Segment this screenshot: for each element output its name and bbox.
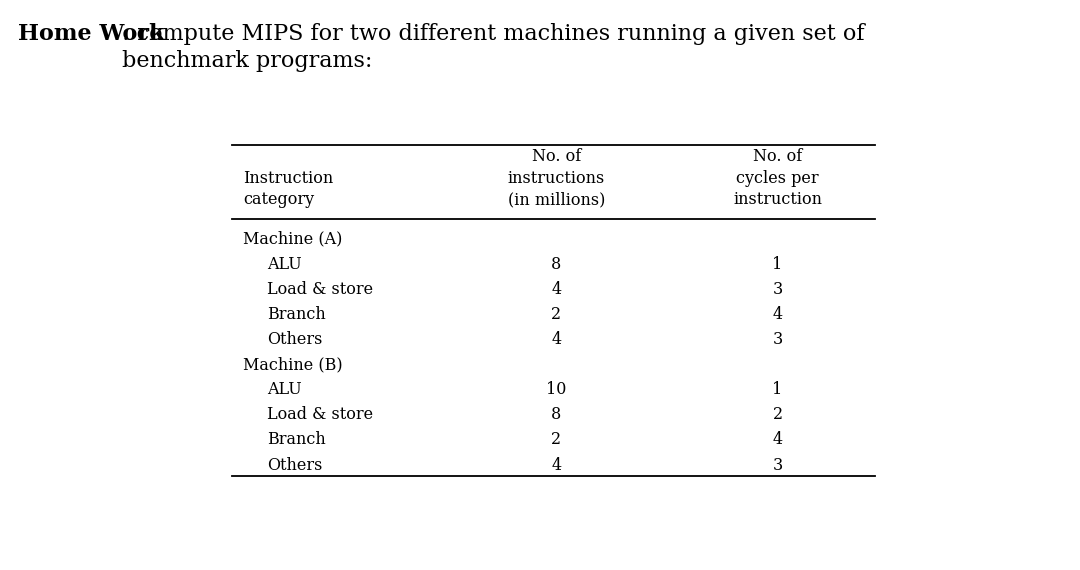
Text: 4: 4	[551, 331, 562, 348]
Text: 8: 8	[551, 406, 562, 424]
Text: 2: 2	[772, 406, 783, 424]
Text: 3: 3	[772, 457, 783, 474]
Text: 4: 4	[772, 306, 783, 323]
Text: Machine (B): Machine (B)	[243, 356, 342, 373]
Text: Load & store: Load & store	[267, 281, 373, 298]
Text: ALU: ALU	[267, 256, 301, 273]
Text: No. of
instructions
(in millions): No. of instructions (in millions)	[508, 148, 605, 208]
Text: Others: Others	[267, 457, 322, 474]
Text: Machine (A): Machine (A)	[243, 231, 342, 248]
Text: 10: 10	[546, 381, 566, 398]
Text: 2: 2	[551, 306, 562, 323]
Text: 2: 2	[551, 431, 562, 449]
Text: ALU: ALU	[267, 381, 301, 398]
Text: No. of
cycles per
instruction: No. of cycles per instruction	[733, 148, 822, 208]
Text: 4: 4	[551, 281, 562, 298]
Text: 4: 4	[772, 431, 783, 449]
Text: Branch: Branch	[267, 306, 325, 323]
Text: Others: Others	[267, 331, 322, 348]
Text: Home Work: Home Work	[18, 23, 165, 45]
Text: Instruction
category: Instruction category	[243, 148, 334, 208]
Text: 8: 8	[551, 256, 562, 273]
Text: 4: 4	[551, 457, 562, 474]
Text: Load & store: Load & store	[267, 406, 373, 424]
Text: 3: 3	[772, 281, 783, 298]
Text: 1: 1	[772, 256, 783, 273]
Text: 3: 3	[772, 331, 783, 348]
Text: 1: 1	[772, 381, 783, 398]
Text: : compute MIPS for two different machines running a given set of
benchmark progr: : compute MIPS for two different machine…	[122, 23, 864, 72]
Text: Branch: Branch	[267, 431, 325, 449]
